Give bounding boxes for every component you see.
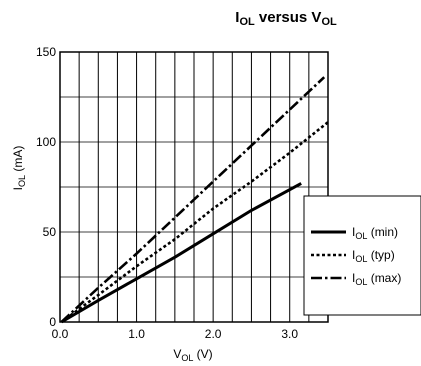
- chart-title: IOL versus VOL: [235, 9, 337, 28]
- legend-label: IOL (min): [352, 225, 398, 241]
- legend-label: IOL (typ): [352, 248, 395, 264]
- series-line-1: [60, 182, 302, 324]
- series-line-3: [60, 76, 326, 323]
- y-tick-label: 50: [43, 225, 57, 239]
- legend: IOL (min) IOL (typ) IOL (max): [303, 195, 421, 316]
- y-tick-label: 100: [36, 135, 56, 149]
- legend-label: IOL (max): [352, 271, 401, 287]
- x-tick-label: 0.0: [52, 327, 69, 341]
- x-tick-label: 3.0: [281, 327, 298, 341]
- x-tick-label: 1.0: [128, 327, 145, 341]
- x-axis-label: VOL (V): [173, 347, 212, 363]
- series-lines: [60, 76, 329, 324]
- grid: [60, 52, 328, 322]
- y-tick-label: 150: [36, 45, 56, 59]
- y-tick-label: 0: [49, 315, 56, 329]
- plot-frame: [59, 51, 329, 323]
- x-tick-label: 2.0: [205, 327, 222, 341]
- tick-labels: 0.0 1.0 2.0 3.0 0 50 100 150: [36, 45, 298, 341]
- y-axis-label: IOL (mA): [11, 146, 27, 191]
- series-line-2: [60, 121, 329, 324]
